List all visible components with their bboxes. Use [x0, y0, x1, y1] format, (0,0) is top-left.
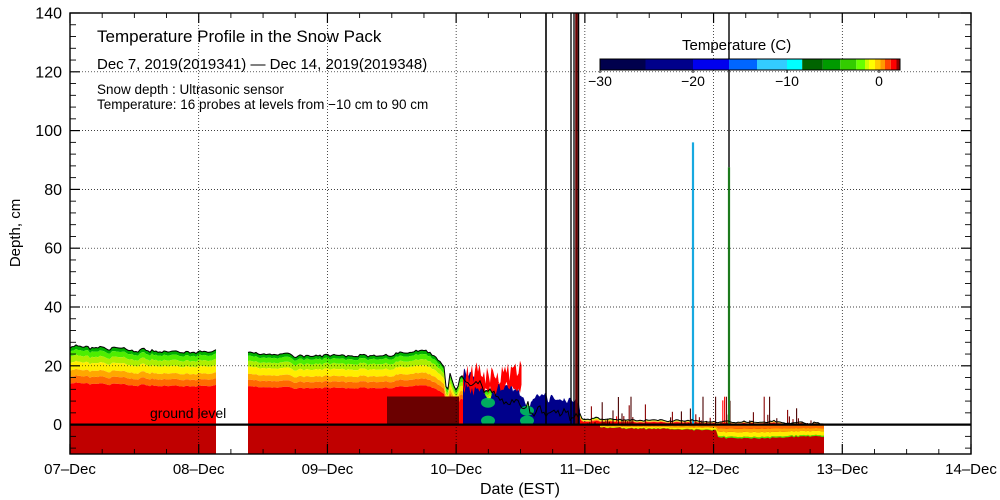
svg-text:07–Dec: 07–Dec	[44, 461, 96, 478]
svg-text:Snow depth : Ultrasonic sensor: Snow depth : Ultrasonic sensor	[97, 82, 284, 97]
svg-text:ground level: ground level	[150, 405, 226, 421]
svg-text:Temperature: 16 probes at leve: Temperature: 16 probes at levels from −1…	[97, 97, 428, 112]
svg-text:11–Dec: 11–Dec	[560, 461, 611, 478]
svg-text:140: 140	[35, 6, 62, 23]
svg-text:Date (EST): Date (EST)	[480, 481, 560, 498]
svg-text:0: 0	[875, 73, 883, 89]
svg-text:0: 0	[53, 417, 62, 434]
svg-text:Dec 7, 2019(2019341) — Dec 14: Dec 7, 2019(2019341) — Dec 14, 2019(2019…	[97, 56, 427, 73]
svg-text:Depth, cm: Depth, cm	[7, 199, 24, 267]
svg-text:20: 20	[44, 358, 62, 375]
svg-text:13–Dec: 13–Dec	[816, 461, 868, 478]
svg-text:Temperature (C): Temperature (C)	[682, 37, 791, 54]
svg-text:09–Dec: 09–Dec	[302, 461, 354, 478]
svg-text:Temperature Profile in the Sno: Temperature Profile in the Snow Pack	[97, 27, 382, 46]
svg-text:−10: −10	[775, 73, 799, 89]
svg-text:40: 40	[44, 300, 62, 317]
svg-text:14–Dec: 14–Dec	[945, 461, 997, 478]
svg-text:08–Dec: 08–Dec	[173, 461, 225, 478]
svg-text:12–Dec: 12–Dec	[688, 461, 740, 478]
svg-text:80: 80	[44, 182, 62, 199]
svg-text:−20: −20	[681, 73, 705, 89]
svg-text:−30: −30	[588, 73, 612, 89]
svg-text:10–Dec: 10–Dec	[430, 461, 482, 478]
svg-text:120: 120	[35, 64, 62, 81]
svg-text:60: 60	[44, 241, 62, 258]
svg-text:100: 100	[35, 123, 62, 140]
